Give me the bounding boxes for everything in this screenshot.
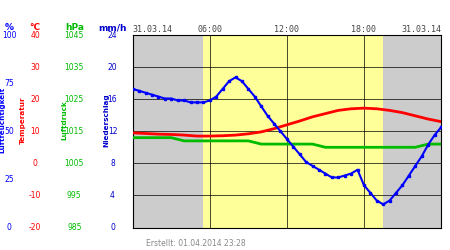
Text: 18:00: 18:00 [351,25,377,34]
Text: 24: 24 [108,30,117,40]
Text: -10: -10 [29,191,41,200]
Text: 985: 985 [67,223,81,232]
Text: Luftfeuchtigkeit: Luftfeuchtigkeit [0,87,5,153]
Text: 75: 75 [4,78,14,88]
Text: mm/h: mm/h [98,24,127,32]
Bar [203,35,383,228]
Text: 12:00: 12:00 [274,25,299,34]
Text: 20: 20 [108,62,117,72]
Text: 16: 16 [108,95,117,104]
Text: hPa: hPa [65,24,84,32]
Text: 100: 100 [2,30,16,40]
Text: 0: 0 [33,159,37,168]
Text: 30: 30 [30,62,40,72]
Text: 0: 0 [7,223,11,232]
Text: 31.03.14: 31.03.14 [401,25,441,34]
Text: Luftdruck: Luftdruck [61,100,68,140]
Text: 1025: 1025 [65,95,84,104]
Text: %: % [4,24,13,32]
Text: 50: 50 [4,127,14,136]
Text: -20: -20 [29,223,41,232]
Text: 1035: 1035 [64,62,84,72]
Text: 12: 12 [108,127,117,136]
Text: 4: 4 [110,191,115,200]
Text: 0: 0 [110,223,115,232]
Text: Temperatur: Temperatur [19,96,26,144]
Text: 40: 40 [30,30,40,40]
Text: 1005: 1005 [64,159,84,168]
Text: 25: 25 [4,175,14,184]
Text: °C: °C [30,24,40,32]
Text: 31.03.14: 31.03.14 [133,25,173,34]
Text: Niederschlag: Niederschlag [104,93,110,147]
Text: 995: 995 [67,191,81,200]
Text: Erstellt: 01.04.2014 23:28: Erstellt: 01.04.2014 23:28 [146,238,246,248]
Text: 06:00: 06:00 [197,25,222,34]
Text: 1015: 1015 [65,127,84,136]
Text: 1045: 1045 [64,30,84,40]
Text: 10: 10 [30,127,40,136]
Text: 20: 20 [30,95,40,104]
Text: 8: 8 [110,159,115,168]
